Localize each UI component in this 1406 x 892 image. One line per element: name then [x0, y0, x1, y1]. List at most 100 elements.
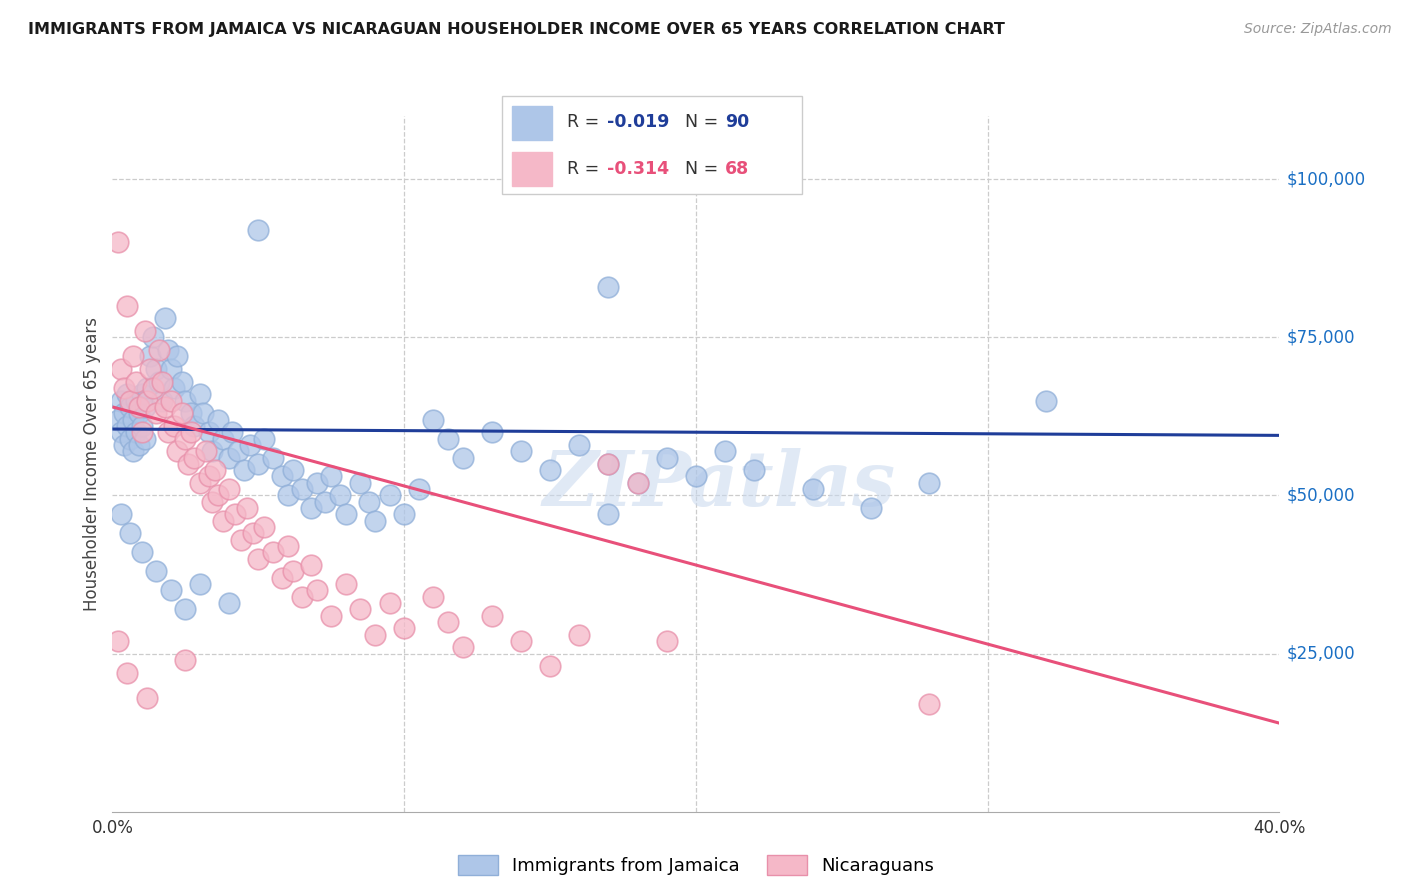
Point — [180, 406, 202, 420]
Point — [299, 501, 322, 516]
Point — [451, 450, 474, 465]
Point — [163, 381, 186, 395]
Point — [335, 577, 357, 591]
Point — [115, 299, 138, 313]
Point — [145, 362, 167, 376]
Point — [212, 432, 235, 446]
Point — [156, 343, 179, 357]
Point — [112, 438, 135, 452]
Point — [174, 393, 197, 408]
Point — [918, 697, 941, 711]
Point — [291, 482, 314, 496]
Point — [538, 463, 561, 477]
Point — [197, 425, 219, 440]
Point — [136, 381, 159, 395]
Point — [142, 330, 165, 344]
Point — [174, 432, 197, 446]
Point — [247, 551, 270, 566]
Text: 68: 68 — [725, 160, 749, 178]
Point — [180, 425, 202, 440]
Text: N =: N = — [685, 160, 724, 178]
Point — [283, 565, 305, 579]
Point — [598, 457, 620, 471]
Point — [235, 501, 257, 516]
Point — [204, 463, 226, 477]
Point — [115, 665, 138, 680]
Point — [626, 475, 648, 490]
Point — [218, 596, 240, 610]
Point — [125, 425, 148, 440]
Point — [568, 627, 591, 641]
Text: -0.314: -0.314 — [607, 160, 669, 178]
Point — [134, 324, 156, 338]
Point — [242, 526, 264, 541]
Point — [207, 412, 229, 426]
Point — [107, 235, 129, 250]
Point — [150, 393, 173, 408]
Point — [626, 475, 648, 490]
Point — [139, 362, 162, 376]
Point — [276, 488, 298, 502]
Point — [481, 608, 503, 623]
Point — [160, 583, 183, 598]
Point — [509, 634, 531, 648]
Point — [291, 590, 314, 604]
Point — [160, 393, 183, 408]
Point — [247, 223, 270, 237]
Point — [378, 488, 401, 502]
Point — [125, 393, 148, 408]
Point — [172, 406, 194, 420]
Point — [253, 520, 276, 534]
Text: R =: R = — [567, 113, 605, 131]
Point — [276, 539, 298, 553]
Point — [110, 393, 132, 408]
Point — [188, 475, 211, 490]
Point — [349, 602, 371, 616]
Point — [655, 634, 678, 648]
Text: $100,000: $100,000 — [1286, 170, 1365, 188]
Point — [349, 475, 371, 490]
Text: R =: R = — [567, 160, 605, 178]
Point — [128, 400, 150, 414]
Point — [299, 558, 322, 572]
Point — [191, 406, 214, 420]
Point — [437, 615, 460, 629]
Point — [112, 381, 135, 395]
Text: IMMIGRANTS FROM JAMAICA VS NICARAGUAN HOUSEHOLDER INCOME OVER 65 YEARS CORRELATI: IMMIGRANTS FROM JAMAICA VS NICARAGUAN HO… — [28, 22, 1005, 37]
FancyBboxPatch shape — [502, 95, 803, 194]
Point — [201, 444, 224, 458]
Point — [408, 482, 430, 496]
Text: N =: N = — [685, 113, 724, 131]
Point — [270, 571, 292, 585]
Point — [392, 621, 416, 635]
Point — [437, 432, 460, 446]
Point — [172, 375, 194, 389]
Point — [859, 501, 883, 516]
Point — [247, 457, 270, 471]
Text: $25,000: $25,000 — [1286, 645, 1355, 663]
Point — [218, 450, 240, 465]
Point — [270, 469, 292, 483]
Point — [150, 375, 173, 389]
Point — [122, 349, 145, 363]
Text: $50,000: $50,000 — [1286, 486, 1355, 505]
Point — [115, 387, 138, 401]
Point — [714, 444, 737, 458]
Point — [194, 444, 217, 458]
Bar — [512, 106, 551, 140]
Point — [163, 418, 186, 433]
Point — [568, 438, 591, 452]
Legend: Immigrants from Jamaica, Nicaraguans: Immigrants from Jamaica, Nicaraguans — [451, 847, 941, 883]
Point — [685, 469, 707, 483]
Point — [188, 387, 211, 401]
Point — [188, 577, 211, 591]
Point — [801, 482, 824, 496]
Point — [229, 533, 252, 547]
Point — [139, 349, 162, 363]
Point — [153, 400, 176, 414]
Point — [110, 425, 132, 440]
Point — [174, 653, 197, 667]
Text: $75,000: $75,000 — [1286, 328, 1355, 346]
Point — [160, 362, 183, 376]
Point — [145, 565, 167, 579]
